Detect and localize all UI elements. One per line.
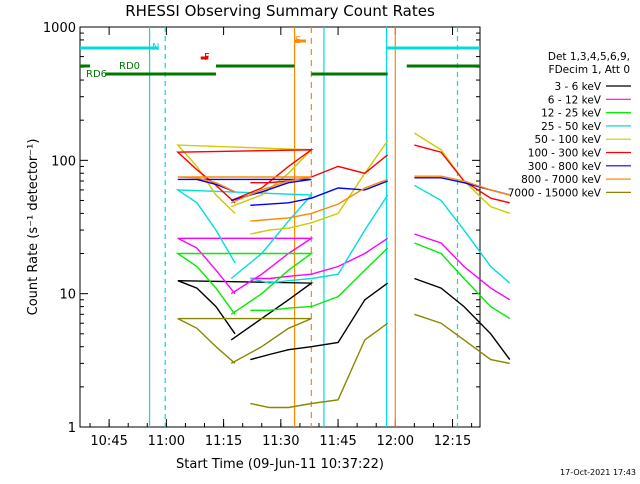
rd0-flag-label: RD0 (119, 61, 140, 72)
x-tick-label: 11:45 (319, 434, 356, 449)
x-tick-label: 10:45 (90, 434, 127, 449)
series-line (175, 252, 314, 315)
timestamp: 17-Oct-2021 17:43 (560, 468, 636, 477)
x-tick-label: 12:00 (377, 434, 414, 449)
legend-entry: 6 - 12 keV (548, 94, 602, 106)
legend-entry: 100 - 300 keV (528, 148, 602, 160)
x-tick-label: 11:30 (262, 434, 299, 449)
series-line (414, 233, 511, 301)
x-axis-label: Start Time (09-Jun-11 10:37:22) (176, 457, 384, 472)
rd6-flag-label: RD6 (86, 69, 107, 80)
flare-flag-label: F (204, 52, 210, 63)
legend-entry: 50 - 100 keV (534, 134, 601, 146)
series-line (414, 313, 510, 365)
series-line (250, 237, 389, 280)
y-tick-label: 1000 (43, 21, 76, 36)
legend-entry: 7000 - 15000 keV (508, 187, 602, 199)
series-line (250, 282, 389, 361)
series-line (414, 277, 511, 361)
chart-title: RHESSI Observing Summary Count Rates (125, 2, 435, 20)
series-line (250, 180, 388, 206)
series-line (177, 317, 312, 365)
series-line (250, 178, 388, 222)
legend-entry: 800 - 7000 keV (521, 174, 602, 186)
series-line (250, 194, 389, 284)
plot-area (79, 26, 481, 428)
series-line (177, 280, 314, 341)
x-tick-label: 12:15 (434, 434, 471, 449)
y-tick-label: 10 (59, 288, 76, 303)
legend-entry: 25 - 50 keV (541, 121, 602, 133)
legend-entry: 300 - 800 keV (528, 161, 602, 173)
series-line (250, 247, 389, 311)
y-tick-label: 1 (68, 421, 76, 436)
y-axis: 1 10 100 1000 (43, 21, 480, 436)
series-line (250, 322, 389, 409)
night-flag-label: N (152, 42, 159, 53)
series-line (177, 237, 314, 295)
series-line (177, 176, 312, 204)
series-line (176, 144, 314, 214)
x-tick-label: 11:15 (205, 434, 242, 449)
series-line (414, 184, 511, 284)
series-line (414, 175, 510, 196)
legend: Det 1,3,4,5,6,9,FDecim 1, Att 0 3 - 6 keV… (508, 51, 631, 199)
legend-entry: 12 - 25 keV (541, 108, 602, 120)
saa-flag-label: S (295, 35, 301, 46)
legend-header: Det 1,3,4,5,6,9, (548, 51, 630, 63)
overlay-markers: N S F RD0 RD6 (80, 27, 480, 427)
series-line (176, 149, 314, 204)
y-axis-label: Count Rate (s⁻¹ detector⁻¹) (26, 139, 41, 316)
legend-entry: 3 - 6 keV (554, 81, 601, 93)
y-tick-label: 100 (51, 154, 76, 169)
series-line (177, 178, 312, 202)
legend-header: FDecim 1, Att 0 (549, 64, 630, 76)
series-line (175, 189, 313, 280)
series-line (414, 242, 511, 320)
x-tick-label: 11:00 (148, 434, 185, 449)
series-lines (175, 132, 511, 409)
